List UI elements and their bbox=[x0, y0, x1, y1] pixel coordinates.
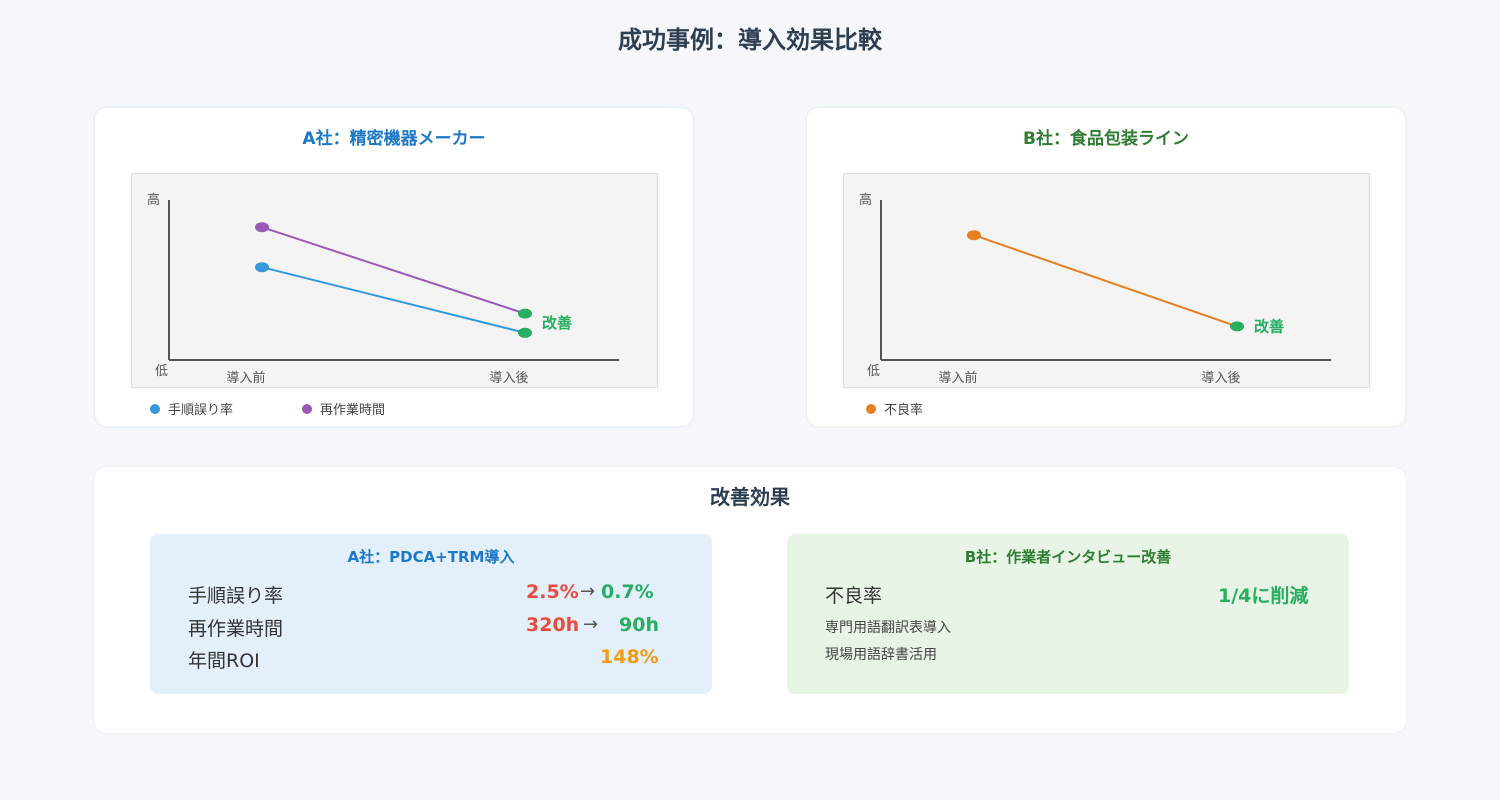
value-before: 320h bbox=[526, 614, 580, 636]
series-line bbox=[973, 234, 1238, 328]
y-label-high: 高 bbox=[147, 192, 160, 208]
row-label: 年間ROI bbox=[188, 650, 260, 672]
chart-title: A社：精密機器メーカー bbox=[302, 129, 486, 149]
effects-box-company-a: A社：PDCA+TRM導入 手順誤り率 2.5% → 0.7% 再作業時間 32… bbox=[150, 534, 712, 694]
arrow-icon: → bbox=[580, 581, 596, 602]
legend-item: 不良率 bbox=[866, 399, 923, 418]
value-after: 0.7% bbox=[601, 581, 654, 603]
page-title: 成功事例：導入効果比較 bbox=[618, 26, 882, 54]
effect-row-defect-rate: 不良率 1/4に削減 bbox=[825, 581, 1315, 611]
legend-label: 手順誤り率 bbox=[168, 403, 234, 418]
y-label-high: 高 bbox=[859, 192, 872, 208]
data-point bbox=[1230, 321, 1244, 332]
data-point bbox=[255, 262, 269, 273]
legend-marker-orange bbox=[866, 403, 876, 414]
row-label: 再作業時間 bbox=[188, 618, 284, 640]
reduction-value: 1/4に削減 bbox=[1218, 585, 1309, 607]
series-line bbox=[261, 226, 526, 315]
y-label-low: 低 bbox=[155, 364, 168, 379]
value-after: 90h bbox=[619, 614, 659, 636]
box-title: B社：作業者インタビュー改善 bbox=[964, 548, 1172, 566]
legend-marker-blue bbox=[150, 403, 160, 414]
effect-row-rework-time: 再作業時間 320h → 90h bbox=[188, 614, 678, 644]
x-tick-label: 導入後 bbox=[489, 371, 528, 386]
note-item: 現場用語辞書活用 bbox=[825, 647, 937, 663]
chart-panel-company-a: A社：精密機器メーカー 高低 導入前 導入後 改善 手順誤り率 再作業時間 bbox=[93, 106, 695, 428]
chart-company-a: 高低 導入前 導入後 改善 bbox=[131, 173, 658, 388]
note-item: 専門用語翻訳表導入 bbox=[825, 620, 951, 636]
data-point bbox=[255, 222, 269, 233]
improvement-annotation: 改善 bbox=[542, 314, 572, 332]
value-before: 2.5% bbox=[526, 581, 579, 603]
plot-background bbox=[131, 173, 658, 388]
data-point bbox=[518, 327, 532, 338]
legend-item: 手順誤り率 bbox=[150, 399, 233, 418]
x-tick-label: 導入前 bbox=[938, 370, 977, 386]
effect-row-error-rate: 手順誤り率 2.5% → 0.7% bbox=[188, 581, 678, 611]
arrow-icon: → bbox=[583, 614, 599, 635]
series-line bbox=[261, 266, 526, 334]
effects-box-company-b: B社：作業者インタビュー改善 不良率 1/4に削減 専門用語翻訳表導入 現場用語… bbox=[787, 534, 1349, 694]
box-title: A社：PDCA+TRM導入 bbox=[347, 548, 515, 566]
legend-item: 再作業時間 bbox=[302, 399, 385, 418]
data-point bbox=[518, 308, 532, 319]
x-tick-label: 導入前 bbox=[226, 370, 265, 386]
improvement-annotation: 改善 bbox=[1254, 317, 1284, 335]
chart-company-b: 高低 導入前 導入後 改善 bbox=[843, 173, 1370, 388]
chart-panel-company-b: B社：食品包装ライン 高低 導入前 導入後 改善 不良率 bbox=[805, 106, 1407, 428]
y-label-low: 低 bbox=[867, 364, 880, 379]
legend-label: 再作業時間 bbox=[320, 403, 386, 418]
effects-title: 改善効果 bbox=[710, 485, 790, 509]
row-label: 手順誤り率 bbox=[188, 585, 284, 607]
effect-row-roi: 年間ROI 148% bbox=[188, 646, 678, 676]
legend-marker-purple bbox=[302, 403, 312, 414]
x-tick-label: 導入後 bbox=[1201, 371, 1240, 386]
roi-value: 148% bbox=[600, 646, 659, 668]
chart-title: B社：食品包装ライン bbox=[1023, 129, 1189, 149]
row-label: 不良率 bbox=[825, 585, 883, 607]
legend-label: 不良率 bbox=[884, 403, 924, 418]
effects-panel: 改善効果 A社：PDCA+TRM導入 手順誤り率 2.5% → 0.7% 再作業… bbox=[93, 466, 1407, 734]
data-point bbox=[967, 230, 981, 241]
